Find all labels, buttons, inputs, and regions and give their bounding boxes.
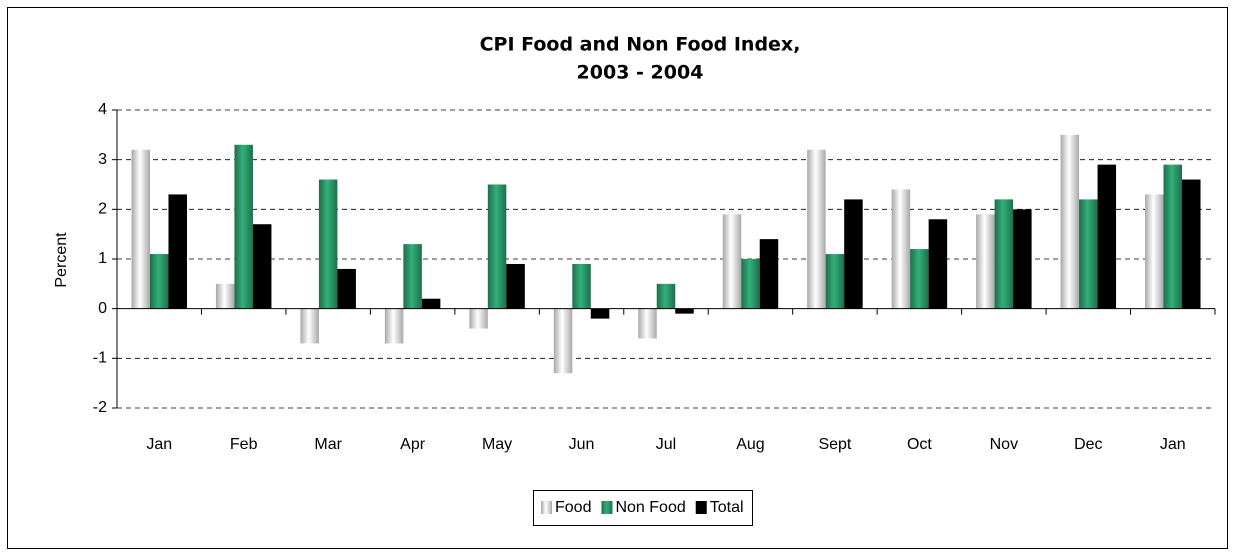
x-tick-label: Jul xyxy=(656,436,676,453)
legend-swatch xyxy=(695,501,707,514)
y-tick-label: 0 xyxy=(98,300,107,317)
x-tick-label: Sept xyxy=(818,436,851,453)
bar xyxy=(590,308,610,319)
bar xyxy=(891,189,911,309)
y-tick-label: -1 xyxy=(93,350,107,367)
x-tick-label: Jan xyxy=(146,436,172,453)
bar xyxy=(741,259,760,309)
bar xyxy=(722,214,742,309)
x-tick-label: Aug xyxy=(736,436,764,453)
bar xyxy=(168,194,187,309)
bar xyxy=(759,239,779,309)
bar xyxy=(638,308,657,339)
x-tick-label: Nov xyxy=(990,436,1018,453)
bar xyxy=(149,254,169,309)
bar xyxy=(1097,164,1117,309)
bar xyxy=(234,144,253,309)
bar xyxy=(1060,134,1080,309)
y-tick-label: 4 xyxy=(98,101,107,118)
bar xyxy=(825,254,845,309)
bar xyxy=(252,224,272,309)
bar xyxy=(318,179,338,309)
bar xyxy=(1079,199,1098,309)
bar xyxy=(572,263,591,309)
chart-title: CPI Food and Non Food Index, xyxy=(480,34,801,56)
y-tick-label: 3 xyxy=(98,151,107,168)
legend-label: Total xyxy=(710,499,744,516)
bar xyxy=(844,199,863,309)
bar xyxy=(1163,164,1183,309)
y-tick-label: -2 xyxy=(93,399,107,416)
x-tick-label: May xyxy=(482,436,512,453)
bar xyxy=(469,308,488,329)
bar xyxy=(384,308,404,344)
y-tick-label: 1 xyxy=(98,250,107,267)
legend xyxy=(533,490,753,526)
legend-swatch xyxy=(541,501,552,514)
chart-frame xyxy=(7,7,1228,549)
y-tick-label: 2 xyxy=(98,201,107,218)
bar xyxy=(1145,194,1164,309)
bar xyxy=(506,263,525,309)
bar xyxy=(487,184,507,309)
bar xyxy=(215,283,235,309)
x-tick-label: Jan xyxy=(1160,436,1186,453)
bar xyxy=(1013,209,1032,309)
x-tick-label: Oct xyxy=(907,436,932,453)
bar xyxy=(553,308,573,374)
x-tick-label: Apr xyxy=(400,436,426,453)
bar xyxy=(421,298,441,309)
x-tick-label: Dec xyxy=(1074,436,1102,453)
bar xyxy=(928,219,948,309)
legend-label: Food xyxy=(555,499,591,516)
bar xyxy=(337,268,356,309)
legend-swatch xyxy=(601,501,613,514)
bar xyxy=(910,249,929,309)
x-tick-label: Jun xyxy=(569,436,595,453)
legend-label: Non Food xyxy=(615,499,685,516)
bar xyxy=(300,308,319,344)
bar xyxy=(403,244,422,309)
bar xyxy=(656,283,676,309)
x-tick-label: Mar xyxy=(314,436,342,453)
bar xyxy=(994,199,1014,309)
chart-title: 2003 - 2004 xyxy=(577,62,704,84)
bar xyxy=(131,149,150,309)
bar xyxy=(807,149,826,309)
bar xyxy=(675,308,694,314)
x-tick-label: Feb xyxy=(230,436,258,453)
bar xyxy=(1182,179,1201,309)
bar xyxy=(976,214,995,309)
y-axis-label: Percent xyxy=(53,232,70,288)
